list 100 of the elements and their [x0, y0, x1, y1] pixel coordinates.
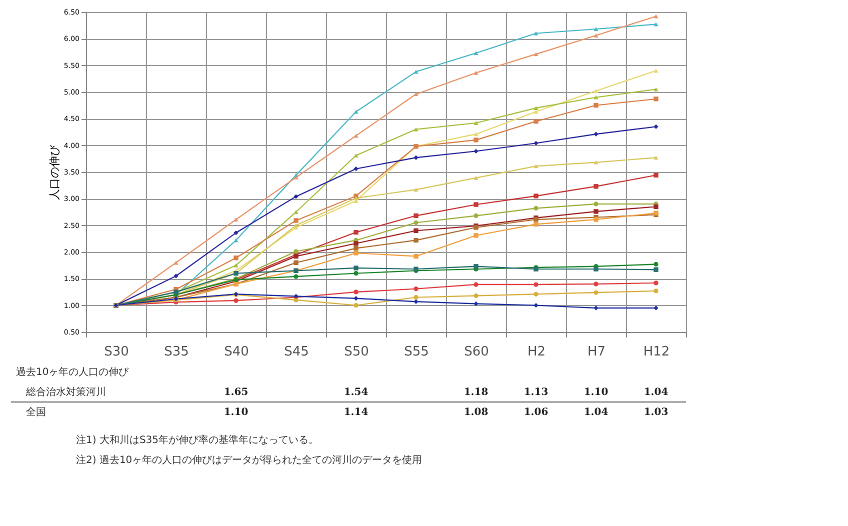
point — [594, 132, 598, 136]
point — [594, 27, 598, 32]
point — [414, 127, 418, 132]
point — [534, 140, 538, 146]
point — [474, 202, 478, 207]
point — [354, 246, 358, 251]
point — [534, 206, 538, 211]
point — [534, 106, 538, 110]
point — [354, 302, 358, 308]
point — [594, 160, 598, 164]
x-tick-label: S55 — [404, 344, 429, 360]
x-tick-label: S35 — [164, 344, 189, 360]
point — [414, 294, 418, 300]
point — [234, 298, 238, 303]
point — [354, 153, 358, 158]
point — [654, 262, 658, 267]
point — [294, 210, 298, 214]
text: 過去10ヶ年の人口の伸び — [16, 366, 130, 378]
point — [534, 118, 538, 124]
point — [594, 184, 598, 189]
point — [594, 33, 598, 38]
text: 1.03 — [644, 407, 668, 418]
text: 1.13 — [524, 387, 548, 398]
point — [654, 156, 658, 160]
point — [354, 290, 358, 294]
point — [594, 282, 598, 286]
point — [534, 110, 538, 114]
point — [294, 249, 298, 254]
point — [354, 134, 358, 138]
point — [534, 292, 538, 296]
point — [534, 282, 538, 287]
point — [474, 148, 478, 154]
point — [594, 290, 598, 295]
text: 1.08 — [464, 407, 488, 418]
text: 全国 — [26, 406, 46, 418]
x-tick-label: S45 — [284, 344, 309, 360]
point — [594, 95, 598, 100]
point — [534, 31, 538, 36]
point — [474, 138, 478, 142]
x-tick-label: S50 — [344, 344, 369, 360]
point — [414, 213, 418, 218]
text: 総合治水対策河川 — [25, 386, 106, 398]
point — [534, 302, 538, 308]
point — [654, 87, 658, 92]
point — [594, 306, 598, 310]
point — [174, 274, 178, 278]
point — [594, 88, 598, 93]
point — [654, 280, 658, 286]
point — [654, 172, 658, 178]
text: 注1) 大和川はS35年が伸び率の基準年になっている。 — [76, 434, 319, 446]
point — [594, 209, 598, 214]
x-tick-label: S30 — [104, 344, 129, 360]
point — [414, 70, 418, 74]
point — [294, 298, 298, 302]
point — [234, 217, 238, 222]
point — [654, 267, 658, 272]
point — [654, 14, 658, 18]
point — [354, 166, 358, 172]
text: 1.54 — [344, 387, 368, 398]
point — [294, 260, 298, 266]
point — [294, 218, 298, 223]
point — [234, 263, 238, 268]
point — [474, 264, 478, 269]
text: 1.06 — [524, 407, 548, 418]
point — [234, 256, 238, 260]
point — [654, 22, 658, 26]
point — [474, 70, 478, 75]
point — [534, 222, 538, 227]
point — [414, 238, 418, 243]
point — [474, 51, 478, 56]
x-tick-label: H7 — [587, 344, 606, 360]
x-tick-label: S60 — [464, 344, 489, 360]
point — [234, 238, 238, 242]
x-tick-label: H12 — [643, 344, 670, 360]
text: 注2) 過去10ヶ年の人口の伸びはデータが得られた全ての河川のデータを使用 — [76, 454, 422, 466]
point — [414, 254, 418, 259]
point — [594, 102, 598, 108]
point — [354, 296, 358, 301]
text: 1.65 — [224, 387, 248, 398]
x-tick-label: S40 — [224, 344, 249, 360]
x-tick-label: H2 — [527, 344, 546, 360]
point — [354, 266, 358, 270]
point — [414, 188, 418, 192]
point — [534, 194, 538, 198]
point — [414, 228, 418, 234]
point — [474, 176, 478, 180]
point — [294, 274, 298, 279]
point — [474, 233, 478, 238]
point — [354, 110, 358, 114]
point — [354, 250, 358, 256]
point — [354, 230, 358, 235]
text: 1.04 — [584, 407, 608, 418]
point — [654, 204, 658, 210]
point — [474, 293, 478, 298]
point — [414, 220, 418, 226]
point — [594, 202, 598, 206]
text: 1.10 — [584, 387, 608, 398]
point — [474, 301, 478, 306]
point — [414, 155, 418, 160]
y-axis-title: 人口の伸び — [48, 144, 61, 200]
